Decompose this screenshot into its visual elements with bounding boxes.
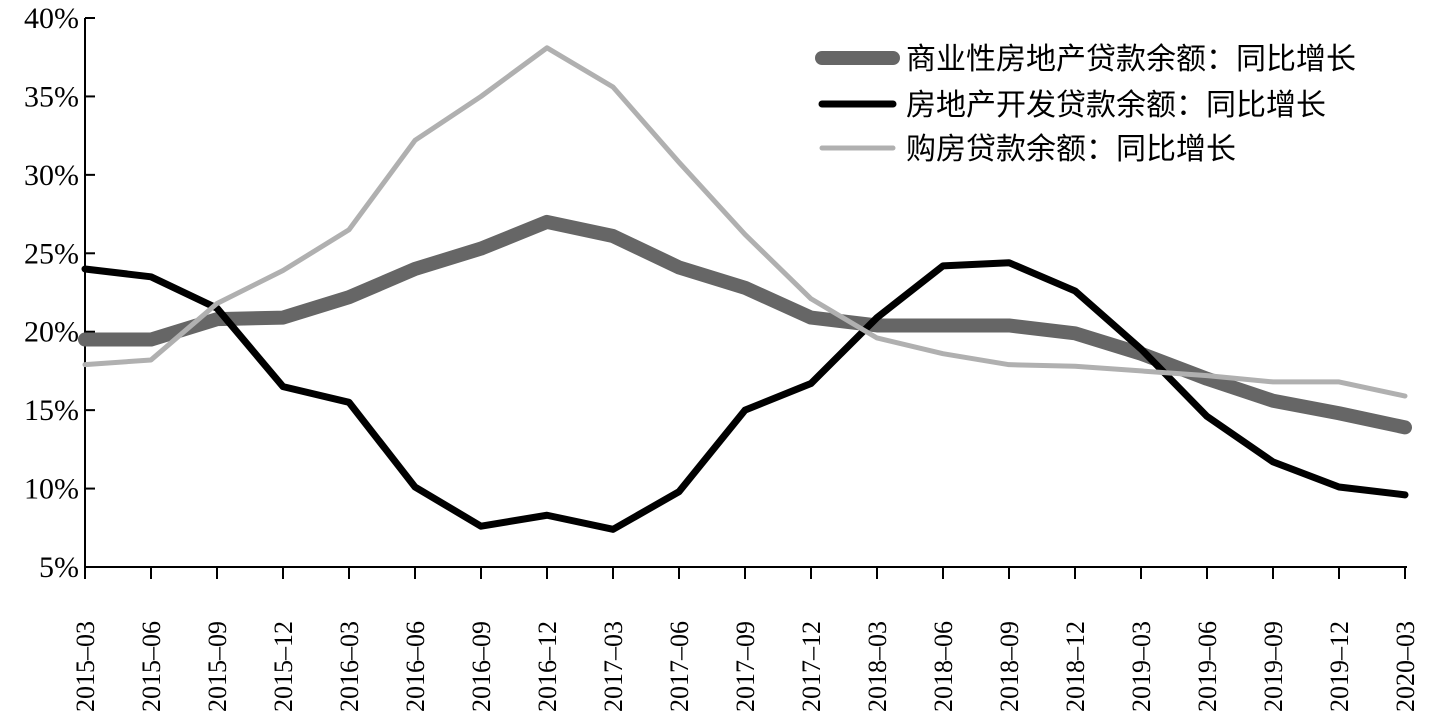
x-tick-label: 2019–06 xyxy=(1193,621,1222,712)
series-line-3 xyxy=(82,45,1408,399)
y-tick-label: 30% xyxy=(24,159,79,192)
x-tick-label: 2019–09 xyxy=(1259,621,1288,712)
y-tick-label: 40% xyxy=(24,2,79,35)
x-tick-label: 2015–09 xyxy=(203,621,232,712)
series-layer xyxy=(78,45,1412,533)
y-tick-label: 15% xyxy=(24,394,79,427)
x-axis-ticks: 2015–03 2015–06 2015–09 2015–12 2016–03 2016–… xyxy=(71,567,1420,712)
x-tick-label: 2016–12 xyxy=(533,621,562,712)
x-tick-label: 2018–06 xyxy=(929,621,958,712)
x-tick-label: 2017–09 xyxy=(731,621,760,712)
x-tick-label: 2020–03 xyxy=(1391,621,1420,712)
series-line-2 xyxy=(81,259,1409,533)
y-tick-label: 25% xyxy=(24,237,79,270)
y-tick-label: 20% xyxy=(24,316,79,349)
x-tick-label: 2017–06 xyxy=(665,621,694,712)
x-tick-label: 2016–09 xyxy=(467,621,496,712)
legend-label-2: 房地产开发贷款余额：同比增长 xyxy=(906,88,1326,123)
y-axis-ticks: 5% 10% 15% 20% 25% 30% 35% 40% xyxy=(24,2,95,584)
x-tick-label: 2017–03 xyxy=(599,621,628,712)
x-tick-label: 2019–12 xyxy=(1325,621,1354,712)
x-tick-label: 2018–09 xyxy=(995,621,1024,712)
y-tick-label: 35% xyxy=(24,80,79,113)
x-tick-label: 2015–06 xyxy=(137,621,166,712)
legend-label-1: 商业性房地产贷款余额：同比增长 xyxy=(906,42,1356,77)
x-tick-label: 2018–03 xyxy=(863,621,892,712)
y-tick-label: 10% xyxy=(24,473,79,506)
series-line-1 xyxy=(78,214,1412,435)
legend-label-3: 购房贷款余额：同比增长 xyxy=(906,132,1236,167)
x-tick-label: 2015–12 xyxy=(269,621,298,712)
x-tick-label: 2017–12 xyxy=(797,621,826,712)
x-tick-label: 2018–12 xyxy=(1061,621,1090,712)
x-tick-label: 2016–06 xyxy=(401,621,430,712)
y-tick-label: 5% xyxy=(39,551,79,584)
x-tick-label: 2019–03 xyxy=(1127,621,1156,712)
x-tick-label: 2016–03 xyxy=(335,621,364,712)
x-tick-label: 2015–03 xyxy=(71,621,100,712)
